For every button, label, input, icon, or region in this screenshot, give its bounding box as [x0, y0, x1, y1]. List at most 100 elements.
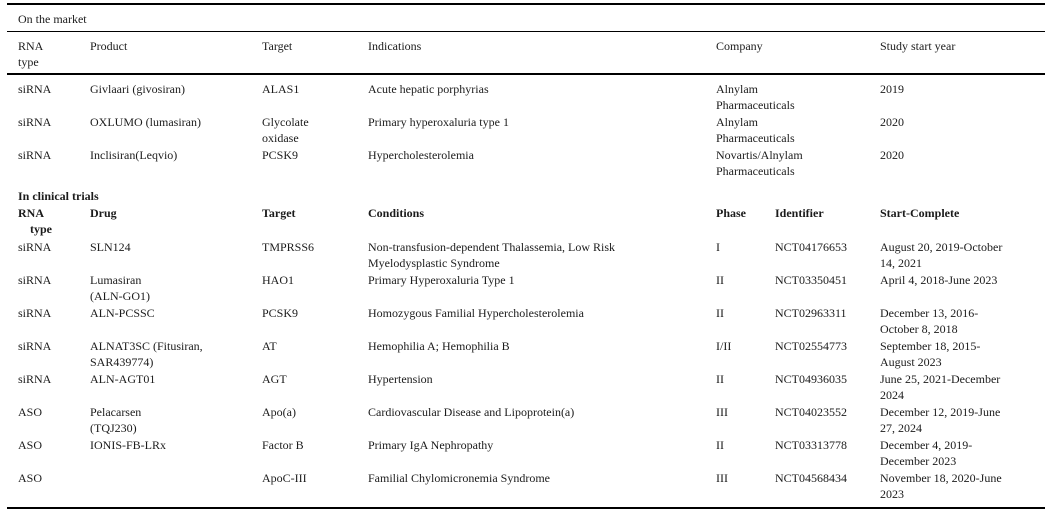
table-cell: Glycolate oxidase: [262, 115, 309, 145]
table-cell: siRNA: [18, 240, 52, 254]
table-cell: I: [716, 240, 720, 254]
table-cell: Pelacarsen (TQJ230): [90, 405, 142, 435]
table-row: siRNA Lumasiran (ALN-GO1) HAO1 Primary Hype…: [7, 272, 1045, 305]
section-title-in-clinical-trials: In clinical trials: [18, 189, 99, 203]
table-cell: Hypertension: [368, 372, 433, 386]
table-cell: siRNA: [18, 339, 52, 353]
table-cell: Lumasiran (ALN-GO1): [90, 273, 150, 303]
rna-therapeutics-table: On the market RNA type Product Target Indic…: [7, 3, 1045, 509]
table-cell: Primary hyperoxaluria type 1: [368, 115, 509, 129]
table-row: siRNA Givlaari (givosiran) ALAS1 Acute hepa…: [7, 74, 1045, 114]
column-header: Conditions: [368, 206, 425, 220]
table-cell: ASO: [18, 438, 43, 452]
column-header: RNA type: [18, 206, 52, 236]
clinical-trials-table: RNA type Drug Target Conditions Phase Identif…: [7, 204, 1045, 503]
table-cell: NCT04176653: [775, 240, 847, 254]
table-cell: NCT04568434: [775, 471, 847, 485]
table-row: siRNA ALN-AGT01 AGT Hypertension II NCT049360…: [7, 371, 1045, 404]
table-cell: NCT02963311: [775, 306, 847, 320]
table-cell: Primary Hyperoxaluria Type 1: [368, 273, 515, 287]
column-header: Target: [262, 206, 296, 220]
table-cell: November 18, 2020-June 2023: [880, 471, 1002, 501]
table-row: siRNA OXLUMO (lumasiran) Glycolate oxidase…: [7, 114, 1045, 147]
column-header: RNA type: [18, 39, 44, 69]
table-cell: Hypercholesterolemia: [368, 148, 474, 162]
table-cell: Novartis/Alnylam Pharmaceuticals: [716, 148, 803, 178]
table-cell: OXLUMO (lumasiran): [90, 115, 201, 129]
column-header: Indications: [368, 39, 422, 53]
market-header-row: RNA type Product Target Indications Company S…: [7, 32, 1045, 74]
column-header: Target: [262, 39, 293, 53]
section-title-on-the-market: On the market: [7, 5, 1045, 32]
table-cell: SLN124: [90, 240, 131, 254]
table-cell: siRNA: [18, 372, 52, 386]
table-row: siRNA ALNAT3SC (Fitusiran, SAR439774) AT He…: [7, 338, 1045, 371]
table-cell: Acute hepatic porphyrias: [368, 82, 489, 96]
table-cell: Familial Chylomicronemia Syndrome: [368, 471, 550, 485]
table-row: ASO Pelacarsen (TQJ230) Apo(a) Cardiovascul…: [7, 404, 1045, 437]
table-cell: Non-transfusion-dependent Thalassemia, L…: [368, 240, 616, 270]
table-cell: ASO: [18, 471, 43, 485]
table-cell: ALN-AGT01: [90, 372, 156, 386]
table-cell: 2019: [880, 82, 904, 96]
trials-header-row: RNA type Drug Target Conditions Phase Identif…: [7, 204, 1045, 238]
table-cell: AGT: [262, 372, 287, 386]
table-cell: Hemophilia A; Hemophilia B: [368, 339, 510, 353]
column-header: Drug: [90, 206, 117, 220]
table-cell: III: [716, 405, 728, 419]
table-cell: siRNA: [18, 82, 52, 96]
table-cell: II: [716, 273, 724, 287]
table-cell: PCSK9: [262, 148, 299, 162]
table-cell: [90, 470, 262, 503]
table-row: siRNA Inclisiran(Leqvio) PCSK9 Hypercholest…: [7, 147, 1045, 180]
table-cell: NCT04936035: [775, 372, 847, 386]
table-cell: Alnylam Pharmaceuticals: [716, 82, 795, 112]
table-cell: April 4, 2018-June 2023: [880, 273, 998, 287]
table-cell: September 18, 2015- August 2023: [880, 339, 981, 369]
table-cell: siRNA: [18, 306, 52, 320]
table-cell: ALAS1: [262, 82, 300, 96]
table-cell: PCSK9: [262, 306, 299, 320]
table-cell: ALN-PCSSC: [90, 306, 155, 320]
table-cell: ApoC-III: [262, 471, 307, 485]
table-cell: IONIS-FB-LRx: [90, 438, 167, 452]
table-cell: Cardiovascular Disease and Lipoprotein(a…: [368, 405, 575, 419]
table-row: siRNA ALN-PCSSC PCSK9 Homozygous Familial H…: [7, 305, 1045, 338]
table-cell: siRNA: [18, 115, 52, 129]
table-cell: Inclisiran(Leqvio): [90, 148, 178, 162]
table-cell: NCT04023552: [775, 405, 847, 419]
table-cell: II: [716, 306, 724, 320]
table-cell: ASO: [18, 405, 43, 419]
table-row: ASO IONIS-FB-LRx Factor B Primary IgA Nephr…: [7, 437, 1045, 470]
on-the-market-table: RNA type Product Target Indications Company S…: [7, 32, 1045, 180]
column-header: Company: [716, 39, 763, 53]
table-cell: HAO1: [262, 273, 294, 287]
table-cell: siRNA: [18, 273, 52, 287]
table-cell: NCT03313778: [775, 438, 847, 452]
column-header: Phase: [716, 206, 746, 220]
column-header: Study start year: [880, 39, 956, 53]
table-cell: AT: [262, 339, 277, 353]
table-cell: II: [716, 372, 724, 386]
table-cell: Givlaari (givosiran): [90, 82, 185, 96]
table-cell: August 20, 2019-October 14, 2021: [880, 240, 1003, 270]
table-cell: December 12, 2019-June 27, 2024: [880, 405, 1001, 435]
table-cell: December 13, 2016- October 8, 2018: [880, 306, 979, 336]
table-cell: I/II: [716, 339, 732, 353]
table-cell: ALNAT3SC (Fitusiran, SAR439774): [90, 339, 203, 369]
table-cell: 2020: [880, 115, 904, 129]
table-cell: June 25, 2021-December 2024: [880, 372, 1001, 402]
table-cell: Factor B: [262, 438, 304, 452]
table-row: ASO ApoC-III Familial Chylomicronemia Synd…: [7, 470, 1045, 503]
column-header: Product: [90, 39, 128, 53]
table-cell: 2020: [880, 148, 904, 162]
table-cell: siRNA: [18, 148, 52, 162]
table-cell: NCT03350451: [775, 273, 847, 287]
table-cell: Alnylam Pharmaceuticals: [716, 115, 795, 145]
table-cell: Apo(a): [262, 405, 296, 419]
table-cell: TMPRSS6: [262, 240, 315, 254]
table-cell: NCT02554773: [775, 339, 847, 353]
column-header: Start-Complete: [880, 206, 960, 220]
table-cell: Primary IgA Nephropathy: [368, 438, 494, 452]
table-cell: December 4, 2019- December 2023: [880, 438, 973, 468]
